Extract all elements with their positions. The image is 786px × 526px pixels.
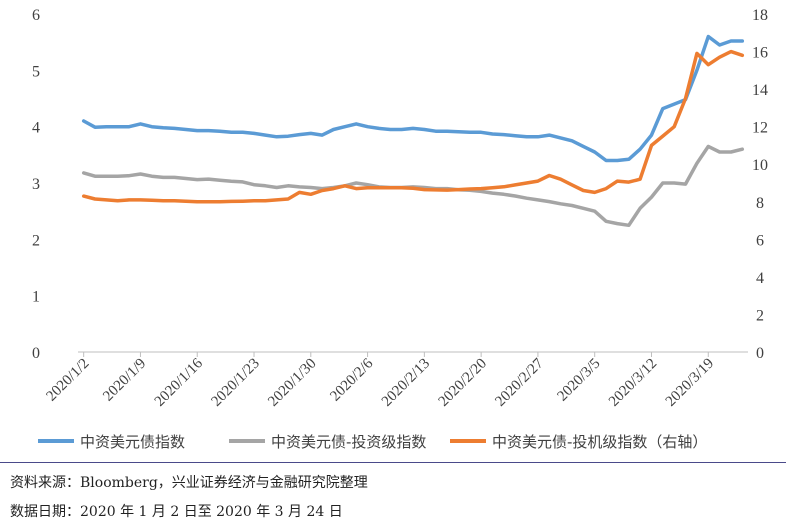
y-right-tick-label: 18: [752, 7, 768, 24]
right-axis-labels: 0 2 4 6 8 10 12 14 16 18: [752, 7, 768, 362]
source-note: 资料来源：Bloomberg，兴业证券经济与金融研究院整理: [10, 475, 368, 491]
y-left-tick-label: 4: [32, 120, 40, 137]
data-date-note: 数据日期：2020 年 1 月 2 日至 2020 年 3 月 24 日: [10, 504, 343, 520]
legend-label-3: 中资美元债-投机级指数（右轴）: [492, 433, 707, 451]
x-tick-label: 2020/2/6: [327, 355, 376, 404]
y-right-tick-label: 12: [752, 120, 768, 137]
x-tick-label: 2020/3/12: [606, 356, 660, 410]
y-right-tick-label: 8: [756, 195, 764, 212]
y-right-tick-label: 4: [756, 270, 764, 287]
x-tick-label: 2020/1/9: [100, 356, 149, 405]
series-line-1: [81, 34, 745, 163]
y-left-tick-label: 0: [32, 345, 40, 362]
series-layer: [81, 34, 745, 228]
x-tick-label: 2020/1/2: [43, 356, 92, 405]
x-axis-ticks: [83, 352, 709, 357]
series-line-2: [81, 144, 745, 228]
y-left-tick-label: 5: [32, 63, 40, 80]
legend-label-1: 中资美元债指数: [80, 433, 185, 451]
left-axis-labels: 0 1 2 3 4 5 6: [32, 7, 40, 362]
series-line-3: [81, 49, 745, 204]
y-left-tick-label: 3: [32, 176, 40, 193]
y-right-tick-label: 16: [752, 45, 768, 62]
x-tick-label: 2020/1/16: [152, 355, 207, 410]
y-right-tick-label: 14: [752, 82, 768, 99]
x-tick-label: 2020/1/23: [209, 356, 263, 410]
y-right-tick-label: 2: [756, 307, 764, 324]
x-tick-label: 2020/3/19: [663, 356, 717, 410]
legend: 中资美元债指数 中资美元债-投资级指数 中资美元债-投机级指数（右轴）: [38, 433, 707, 451]
x-tick-label: 2020/2/13: [379, 356, 433, 410]
x-tick-label: 2020/2/27: [492, 355, 547, 410]
x-tick-label: 2020/3/5: [554, 356, 603, 405]
x-tick-label: 2020/1/30: [265, 356, 319, 410]
x-tick-label: 2020/2/20: [436, 356, 490, 410]
y-right-tick-label: 10: [752, 157, 768, 174]
y-right-tick-label: 6: [756, 232, 764, 249]
y-left-tick-label: 2: [32, 232, 40, 249]
y-left-tick-label: 1: [32, 289, 40, 306]
source-block: 资料来源：Bloomberg，兴业证券经济与金融研究院整理 数据日期：2020 …: [0, 462, 786, 526]
legend-label-2: 中资美元债-投资级指数: [271, 433, 426, 451]
x-axis-labels: 2020/1/2 2020/1/9 2020/1/16 2020/1/23 2020/1…: [43, 355, 717, 410]
y-right-tick-label: 0: [756, 345, 764, 362]
y-left-tick-label: 6: [32, 7, 40, 24]
